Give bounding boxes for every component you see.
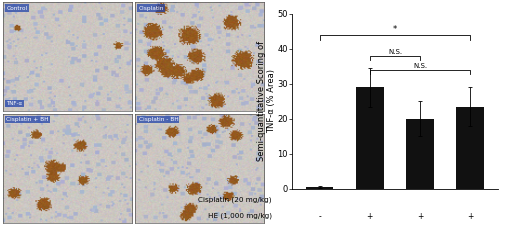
Bar — [356, 87, 384, 189]
Text: Cisplatin - BH: Cisplatin - BH — [139, 117, 178, 122]
Bar — [406, 119, 434, 189]
Text: Cisplatin + BH: Cisplatin + BH — [7, 117, 49, 122]
Text: Cisplatin: Cisplatin — [139, 6, 164, 11]
Text: +: + — [417, 212, 423, 221]
Text: Control: Control — [7, 6, 27, 11]
Text: HE (1,000 mg/kg): HE (1,000 mg/kg) — [208, 213, 272, 219]
Text: N.S.: N.S. — [388, 49, 402, 55]
Text: N.S.: N.S. — [413, 63, 427, 69]
Text: Cisplatin (20 mg/kg): Cisplatin (20 mg/kg) — [198, 197, 272, 203]
Text: TNF-α: TNF-α — [7, 101, 22, 106]
Bar — [457, 106, 484, 189]
Text: -: - — [319, 212, 321, 221]
Text: +: + — [467, 212, 473, 221]
Bar — [306, 187, 333, 189]
Text: +: + — [367, 212, 373, 221]
Text: *: * — [393, 25, 397, 34]
Y-axis label: Semi-quantitative Scoring of
TNF-α (% Area): Semi-quantitative Scoring of TNF-α (% Ar… — [257, 41, 276, 161]
